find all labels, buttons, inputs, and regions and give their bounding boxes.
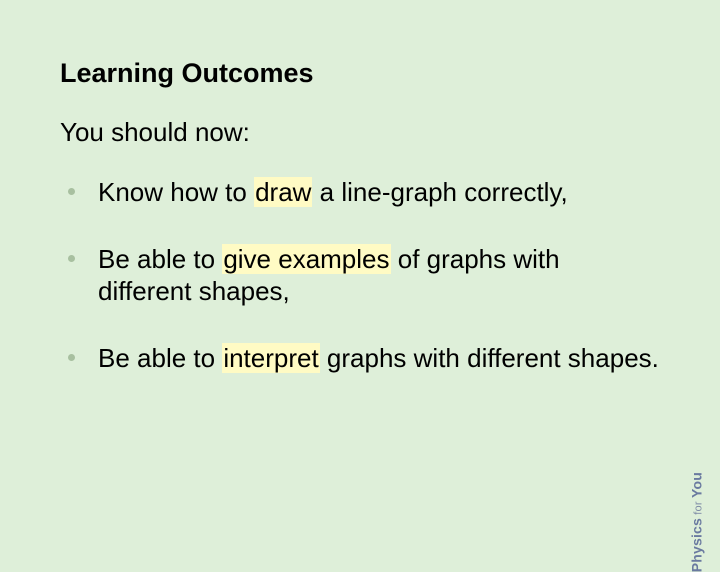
- bullet-highlight: draw: [254, 177, 312, 207]
- bullet-text-pre: Be able to: [98, 343, 222, 373]
- bullet-dot-icon: [68, 354, 75, 361]
- slide-intro: You should now:: [60, 117, 660, 148]
- slide-container: Learning Outcomes You should now: Know h…: [0, 0, 720, 374]
- bullet-dot-icon: [68, 188, 75, 195]
- watermark-for: for: [692, 498, 704, 518]
- bullet-text-post: a line-graph correctly,: [312, 177, 567, 207]
- bullet-item: Be able to interpret graphs with differe…: [68, 342, 660, 375]
- bullet-dot-icon: [68, 255, 75, 262]
- bullet-highlight: give examples: [222, 244, 390, 274]
- bullet-text-post: graphs with different shapes.: [320, 343, 659, 373]
- watermark-logo: Physics for You: [688, 472, 704, 572]
- bullet-text-pre: Know how to: [98, 177, 254, 207]
- bullet-highlight: interpret: [222, 343, 319, 373]
- bullet-item: Know how to draw a line-graph correctly,: [68, 176, 660, 209]
- watermark-physics: Physics: [688, 518, 704, 572]
- bullet-item: Be able to give examples of graphs with …: [68, 243, 660, 308]
- bullet-list: Know how to draw a line-graph correctly,…: [60, 176, 660, 374]
- slide-heading: Learning Outcomes: [60, 58, 660, 89]
- watermark-you: You: [688, 472, 704, 498]
- bullet-text-pre: Be able to: [98, 244, 222, 274]
